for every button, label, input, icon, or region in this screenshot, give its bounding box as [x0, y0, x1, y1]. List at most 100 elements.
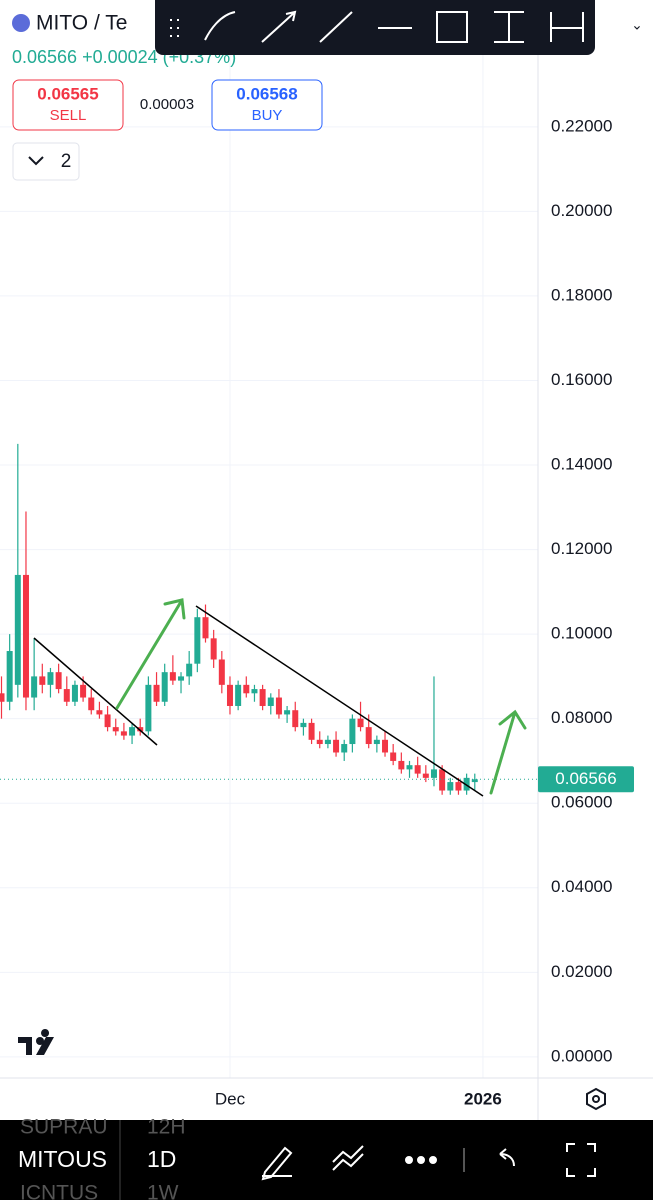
settings-icon[interactable]	[586, 1087, 606, 1111]
candle-body	[47, 672, 54, 685]
bottom-bar	[0, 1120, 653, 1200]
tool-curve[interactable]	[204, 11, 236, 41]
symbol-option[interactable]: ICNTUS	[20, 1182, 98, 1200]
candle-body	[341, 744, 348, 753]
buy-button[interactable]	[211, 79, 323, 131]
grip	[170, 19, 179, 37]
candle-body	[161, 672, 168, 702]
chevron	[28, 156, 44, 166]
toolbar-icons	[170, 10, 584, 43]
candle-body	[333, 739, 340, 753]
y-tick-label: 0.12000	[551, 539, 612, 558]
symbol-option[interactable]: SUPRAU	[20, 1116, 108, 1139]
candle-body	[430, 769, 437, 778]
buy-price: 0.06568	[236, 84, 297, 103]
candle-body	[186, 663, 193, 677]
candle-body	[373, 739, 380, 745]
candle-body	[259, 689, 266, 706]
tool-date-range[interactable]	[550, 12, 584, 42]
logo	[18, 1029, 54, 1055]
y-tick-label: 0.04000	[551, 877, 612, 896]
trendline	[195, 605, 484, 797]
y-tick-label: 0.02000	[551, 962, 612, 981]
indicators-count: 2	[61, 151, 72, 172]
y-tick-label: 0.06000	[551, 793, 612, 812]
current-price-label: 0.06566	[555, 769, 616, 788]
y-tick-label: 0.16000	[551, 370, 612, 389]
candle-body	[31, 676, 38, 698]
candle-body	[88, 697, 95, 711]
candle-body	[63, 689, 70, 702]
tool-line[interactable]	[319, 11, 353, 43]
candle-body	[398, 760, 405, 770]
candle-body	[406, 765, 413, 770]
candle-body	[422, 773, 429, 778]
candle-body	[308, 722, 315, 740]
logo-dot	[36, 1037, 44, 1045]
candle-body	[300, 722, 307, 728]
trendlines	[33, 605, 484, 797]
y-tick-label: 0.14000	[551, 455, 612, 474]
symbol-option[interactable]: MITOUS	[18, 1146, 107, 1172]
candle-body	[39, 676, 46, 685]
candle-body	[0, 693, 5, 702]
candle-body	[55, 672, 62, 690]
candle-body	[96, 710, 103, 715]
tool-arrow[interactable]	[261, 10, 297, 43]
y-tick-label: 0.22000	[551, 116, 612, 135]
candle-body	[414, 765, 421, 774]
candle-body	[471, 779, 478, 783]
candle-body	[455, 782, 462, 791]
more-dot[interactable]	[405, 1156, 413, 1164]
candle-body	[71, 684, 78, 702]
candle-body	[382, 739, 389, 753]
spread: 0.00003	[140, 96, 194, 113]
candle-body	[292, 710, 299, 728]
y-tick-label: 0.20000	[551, 201, 612, 220]
candle-body	[6, 651, 13, 702]
candle-body	[218, 659, 225, 685]
tool-rect[interactable]	[436, 11, 468, 43]
candle-body	[390, 752, 397, 761]
candle-body	[153, 684, 160, 702]
tool-range[interactable]	[494, 11, 524, 43]
candle-body	[169, 672, 176, 681]
grid	[0, 0, 538, 1078]
candle-body	[112, 727, 119, 732]
undo[interactable]	[499, 1148, 515, 1167]
fullscreen[interactable]	[566, 1143, 596, 1177]
compare-tool[interactable]	[332, 1145, 364, 1171]
drawing-toolbar[interactable]	[155, 0, 595, 55]
interval-option[interactable]: 1D	[147, 1146, 176, 1172]
symbol-icon	[12, 14, 30, 32]
candle-body	[284, 710, 291, 715]
candle-body	[235, 684, 242, 706]
more-dot[interactable]	[429, 1156, 437, 1164]
draw-tool[interactable]	[261, 1146, 293, 1181]
candle-body	[14, 574, 21, 685]
candle-body	[251, 689, 258, 694]
indicators-toggle[interactable]	[12, 142, 80, 181]
y-tick-label: 0.08000	[551, 708, 612, 727]
x-tick-label: Dec	[215, 1089, 246, 1108]
dropdown-chevron[interactable]: ⌄	[631, 17, 643, 33]
candle-body	[210, 638, 217, 660]
more-dot[interactable]	[417, 1156, 425, 1164]
settings-icon-dot	[592, 1095, 600, 1103]
candle-body	[316, 739, 323, 745]
interval-option[interactable]: 1W	[147, 1182, 179, 1200]
candle-body	[104, 714, 111, 728]
candle-body	[243, 684, 250, 694]
candle-body	[463, 777, 470, 791]
sell-label: SELL	[50, 107, 87, 124]
x-tick-label: 2026	[464, 1089, 502, 1108]
candle-body	[129, 727, 136, 736]
y-tick-label: 0.18000	[551, 285, 612, 304]
interval-option[interactable]: 12H	[147, 1116, 186, 1139]
candle-body	[439, 769, 446, 791]
sell-button[interactable]	[12, 79, 124, 131]
symbol: MITO / Te	[36, 12, 127, 35]
arrows	[115, 598, 527, 795]
